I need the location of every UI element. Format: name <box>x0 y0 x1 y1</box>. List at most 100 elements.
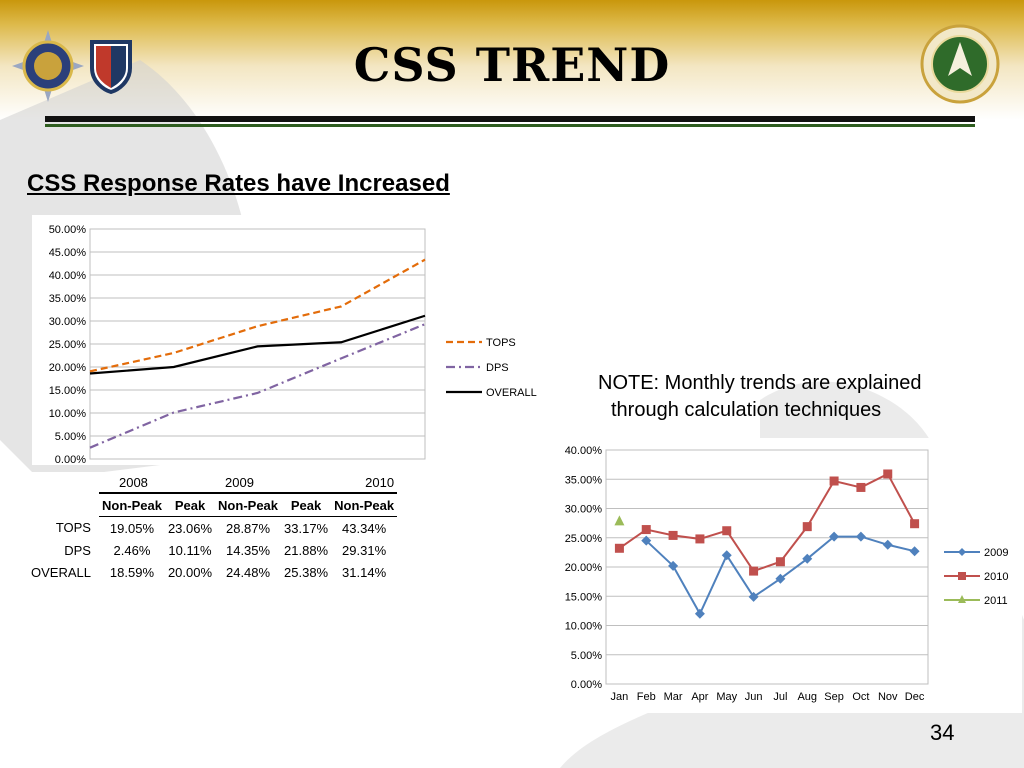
us-transportation-command-seal-icon <box>12 30 84 102</box>
table-cell: 28.87% <box>225 520 271 536</box>
data-point <box>748 591 759 602</box>
x-tick-label: Jul <box>773 691 787 703</box>
y-tick-label: 45.00% <box>49 247 87 259</box>
data-point <box>909 546 920 557</box>
x-tick-label: Sep <box>824 691 844 703</box>
y-tick-label: 25.00% <box>565 533 603 545</box>
table-header: Non-Peak <box>215 492 282 517</box>
table-row-label: DPS <box>64 542 91 558</box>
y-tick-label: 35.00% <box>565 474 603 486</box>
x-tick-label: May <box>716 691 737 703</box>
y-tick-label: 10.00% <box>565 621 603 633</box>
table-header: Non-Peak <box>331 492 398 517</box>
y-tick-label: 25.00% <box>49 339 87 351</box>
army-materiel-command-shield-icon <box>90 40 132 94</box>
y-tick-label: 30.00% <box>565 504 603 516</box>
y-tick-label: 20.00% <box>49 362 87 374</box>
table-cell: 24.48% <box>225 564 271 580</box>
data-point <box>802 522 812 532</box>
legend-marker <box>958 595 966 603</box>
legend-label: TOPS <box>486 337 516 349</box>
title-divider-accent <box>45 124 975 127</box>
data-point <box>829 476 839 486</box>
table-row: OVERALL 18.59% 20.00% 24.48% 25.38% 31.1… <box>28 561 397 583</box>
x-tick-label: Jan <box>611 691 629 703</box>
data-point <box>695 534 705 544</box>
data-point <box>883 469 893 479</box>
table-header-row: Non-Peak Peak Non-Peak Peak Non-Peak <box>28 492 398 517</box>
y-tick-label: 5.00% <box>55 431 86 443</box>
table-cell: 14.35% <box>225 542 271 558</box>
y-tick-label: 0.00% <box>55 454 86 465</box>
data-point <box>694 608 705 619</box>
slide-title: CSS TREND <box>353 38 671 92</box>
y-tick-label: 15.00% <box>49 385 87 397</box>
data-point <box>641 535 652 546</box>
table-cell: 21.88% <box>284 542 329 558</box>
x-tick-label: Aug <box>797 691 817 703</box>
table-header: Peak <box>281 492 332 517</box>
sddc-command-seal-icon <box>920 24 1000 104</box>
legend-marker <box>958 572 966 580</box>
table-row-label: OVERALL <box>31 564 91 580</box>
series-line-overall <box>89 314 426 375</box>
table-row: TOPS 19.05% 23.06% 28.87% 33.17% 43.34% <box>28 517 397 540</box>
series-line-tops <box>89 258 426 373</box>
x-tick-label: Feb <box>637 691 656 703</box>
y-tick-label: 0.00% <box>571 679 602 691</box>
data-point <box>829 531 840 542</box>
data-point <box>722 526 732 536</box>
table-year-row: 2008 2009 2010 <box>28 472 397 493</box>
y-tick-label: 15.00% <box>565 591 603 603</box>
slide-subtitle: CSS Response Rates have Increased <box>27 170 450 197</box>
data-point <box>775 557 785 567</box>
legend-label: 2011 <box>984 595 1008 607</box>
y-tick-label: 20.00% <box>565 562 603 574</box>
response-rate-table: 2008 2009 2010 Non-Peak Peak Non-Peak Pe… <box>28 472 398 583</box>
note-text: NOTE: Monthly trends are explained throu… <box>598 370 922 424</box>
y-tick-label: 10.00% <box>49 408 87 420</box>
x-tick-label: Dec <box>905 691 925 703</box>
table-cell: 31.14% <box>342 564 387 580</box>
data-point <box>614 543 624 553</box>
x-tick-label: Apr <box>691 691 708 703</box>
x-tick-label: Mar <box>664 691 683 703</box>
table-cell: 20.00% <box>167 564 213 580</box>
x-tick-label: Jun <box>745 691 763 703</box>
table-year: 2009 <box>225 474 254 490</box>
table-header: Non-Peak <box>98 492 165 517</box>
data-point <box>882 539 893 550</box>
data-point <box>614 515 625 526</box>
legend-label: OVERALL <box>486 387 537 399</box>
series-line-dps <box>89 323 426 449</box>
legend-label: 2010 <box>984 571 1008 583</box>
annual-response-rate-chart: 0.00% 5.00% 10.00% 15.00% 20.00% 25.00% 30.00%… <box>32 215 552 465</box>
table-year: 2010 <box>365 474 395 490</box>
table-cell: 25.38% <box>284 564 329 580</box>
table-row-label: TOPS <box>55 520 91 536</box>
data-point <box>668 560 679 571</box>
table-cell: 29.31% <box>342 542 387 558</box>
table-cell: 19.05% <box>109 520 155 536</box>
title-divider <box>45 116 975 122</box>
y-tick-label: 35.00% <box>49 293 87 305</box>
data-point <box>910 519 920 529</box>
data-point <box>855 531 866 542</box>
x-tick-label: Oct <box>852 691 869 703</box>
table-cell: 33.17% <box>284 520 329 536</box>
y-tick-label: 30.00% <box>49 316 87 328</box>
data-point <box>749 566 759 576</box>
table-cell: 23.06% <box>167 520 213 536</box>
data-point <box>721 550 732 561</box>
x-tick-label: Nov <box>878 691 898 703</box>
monthly-response-rate-chart: 0.00% 5.00% 10.00% 15.00% 20.00% 25.00% 30.00%… <box>532 438 1022 713</box>
y-tick-label: 40.00% <box>565 445 603 457</box>
legend-label: DPS <box>486 362 509 374</box>
y-tick-label: 50.00% <box>49 224 87 236</box>
page-number: 34 <box>930 720 955 745</box>
table-cell: 18.59% <box>109 564 155 580</box>
table-cell: 2.46% <box>113 542 151 558</box>
legend-label: 2009 <box>984 547 1008 559</box>
data-point <box>802 553 813 564</box>
table-header: Peak <box>164 492 216 517</box>
